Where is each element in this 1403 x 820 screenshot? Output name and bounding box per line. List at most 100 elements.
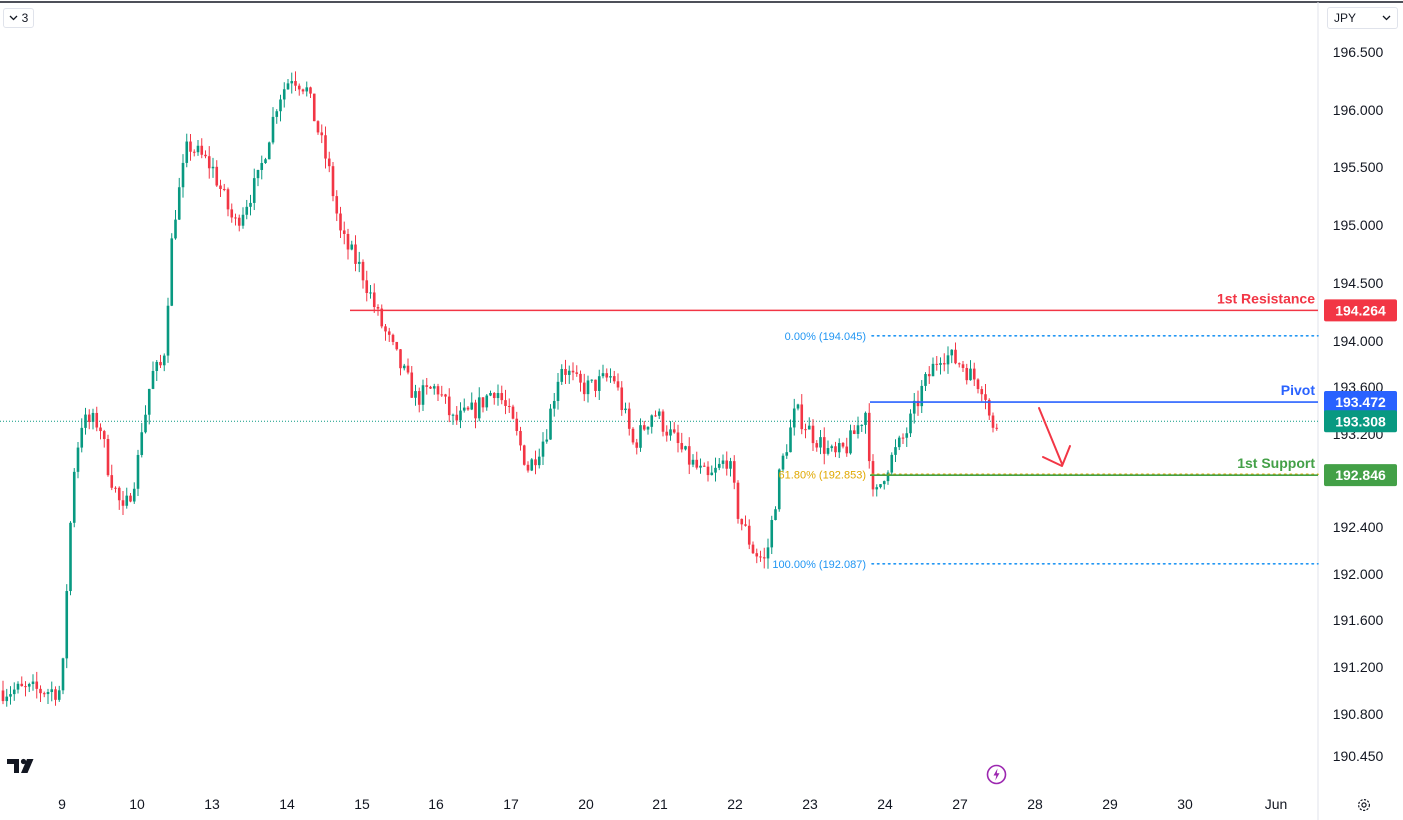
time-axis[interactable]: 9 10 13 14 15 16 17 20 21 22 23 24 27 28 29 30 Jun [58,796,1287,812]
candle-body [267,142,271,160]
candle-body [320,132,324,136]
candle-body [459,410,462,421]
candle-body [470,402,474,410]
candle-body [616,381,620,388]
candle-body [72,471,76,523]
candle-body [275,111,279,117]
candle-body [1,690,5,702]
candle-body [80,427,84,448]
candle-body [151,370,155,389]
time-tick-label: 17 [503,796,519,812]
candle-body [560,368,564,382]
candle-body [526,464,530,471]
candle-body [466,407,470,410]
time-tick-label: 16 [428,796,444,812]
candle-body [204,154,207,157]
candle-body [65,591,69,659]
candle-body [391,334,395,342]
candle-body [642,425,646,430]
candle-body [852,430,856,434]
candle-body [421,385,425,405]
candle-body [162,355,166,366]
last-price-tag: 193.308 [1324,410,1397,433]
price-tick-label: 192.400 [1333,519,1384,535]
candle-body [132,488,136,502]
tradingview-logo[interactable] [7,757,39,775]
candle-body [965,367,969,381]
level-name: Pivot [1281,382,1316,398]
fib-level-label: 0.00% (194.045) [785,331,866,343]
candle-body [174,219,177,239]
candle-body [189,141,192,152]
candle-body [620,387,624,411]
candle-body [24,686,27,688]
candle-body [372,292,376,308]
candle-body [489,392,492,396]
candle-body [496,393,500,399]
candle-body [369,292,372,294]
candle-body [631,428,635,443]
candle-body [350,244,354,250]
candle-body [87,414,91,422]
candle-body [140,432,144,455]
candle-body [436,386,440,395]
candle-body [935,363,939,365]
candle-body [969,368,972,381]
fib-level-label: 100.00% (192.087) [772,559,866,571]
candle-body [125,495,129,506]
candle-body [121,500,125,506]
price-axis[interactable]: 196.500 196.000 195.500 195.000 194.500 194.0… [1333,44,1384,764]
arrow-shaft [1038,407,1063,465]
candle-body [406,365,410,373]
candle-body [57,690,61,700]
candle-body [972,368,976,380]
key-levels[interactable]: 1st Resistance 194.264 Pivot 193.472 1st Sup… [350,290,1397,487]
lightning-icon[interactable] [986,764,1007,785]
candle-body [762,557,766,559]
candle-body [451,414,455,416]
candle-body [35,681,39,689]
candle-body [924,374,927,386]
candle-body [984,394,987,400]
candle-body [357,261,361,264]
candle-body [961,364,965,368]
candle-body [215,166,219,186]
candle-body [106,439,110,476]
interval-selector[interactable]: 3 [3,8,34,28]
candle-body [207,156,211,169]
candle-body [395,341,399,350]
candle-body [939,363,942,365]
candle-body [684,446,687,450]
candle-body [897,437,901,448]
candle-body [12,689,16,695]
candle-body [676,432,680,444]
candle-body [942,363,946,365]
candle-body [181,162,185,188]
candle-body [725,460,729,469]
candle-body [327,158,331,167]
fibonacci-retracement[interactable]: 0.00% (194.045) 61.80% (192.853) 100.00% (… [772,331,1319,571]
candle-body [387,331,391,335]
candle-body [279,99,282,112]
candle-body [20,683,24,687]
time-tick-label: 10 [129,796,145,812]
candle-body [785,452,789,456]
currency-selector[interactable]: JPY [1327,7,1398,29]
price-tick-label: 192.000 [1333,566,1384,582]
candle-body [346,233,350,250]
time-tick-label: 15 [354,796,370,812]
candle-body [31,681,35,684]
candle-body [440,394,444,396]
settings-gear-icon[interactable] [1356,797,1372,813]
candle-body [759,556,762,558]
candle-body [860,424,864,426]
candle-body [99,427,102,432]
time-tick-label: 29 [1102,796,1118,812]
candle-body [856,425,860,434]
candle-body [995,427,999,429]
candle-body [909,413,912,434]
candle-body [399,349,402,369]
time-tick-label: 28 [1027,796,1043,812]
bearish-forecast-arrow[interactable] [1038,407,1071,467]
